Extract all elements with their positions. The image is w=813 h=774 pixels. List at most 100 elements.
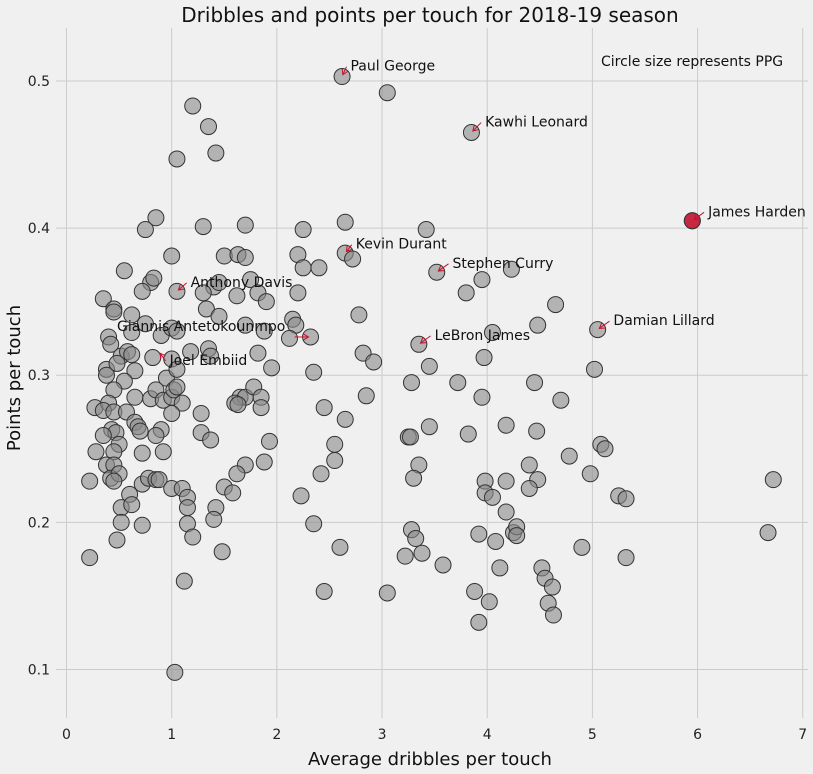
data-point	[123, 496, 141, 514]
x-tick-label: 7	[798, 727, 807, 743]
data-point	[480, 593, 498, 611]
annotation-label: Kevin Durant	[356, 237, 447, 253]
data-point	[131, 422, 149, 440]
data-point	[81, 549, 99, 567]
data-point	[497, 416, 515, 434]
data-point	[213, 543, 231, 561]
data-point	[402, 374, 420, 392]
data-point	[166, 663, 184, 681]
data-point	[292, 487, 310, 505]
data-point	[228, 465, 246, 483]
data-point	[585, 360, 603, 378]
data-point	[184, 528, 202, 546]
data-point	[81, 472, 99, 490]
data-point	[326, 452, 344, 470]
data-point	[310, 259, 328, 277]
data-point	[401, 428, 419, 446]
data-point	[475, 349, 493, 367]
data-point	[163, 247, 181, 265]
annotation-label: Stephen Curry	[453, 256, 554, 272]
data-point	[529, 316, 547, 334]
data-point	[147, 209, 165, 227]
data-point	[207, 144, 225, 162]
data-point	[173, 394, 191, 412]
data-point	[280, 329, 298, 347]
data-point	[294, 259, 312, 277]
data-point	[528, 422, 546, 440]
x-tick-label: 4	[483, 727, 492, 743]
data-point	[126, 362, 144, 380]
data-point	[326, 435, 344, 453]
data-point	[396, 547, 414, 565]
data-point	[112, 513, 130, 531]
data-point	[497, 472, 515, 490]
data-point	[168, 360, 186, 378]
data-point	[144, 349, 162, 367]
annotation-arrowhead	[598, 322, 606, 330]
data-point	[581, 465, 599, 483]
annotation-arrowhead	[303, 333, 310, 341]
annotation-label: Joel Embiid	[169, 353, 248, 369]
data-point	[229, 396, 247, 414]
data-point	[428, 263, 446, 281]
data-point	[466, 582, 484, 600]
data-point	[315, 399, 333, 417]
data-point	[123, 346, 141, 364]
data-point	[434, 556, 452, 574]
data-point	[105, 472, 123, 490]
data-point	[178, 499, 196, 517]
data-point	[102, 335, 120, 353]
data-point	[759, 524, 777, 542]
data-point	[184, 97, 202, 115]
data-point	[365, 353, 383, 371]
data-point	[344, 250, 362, 268]
data-point	[126, 388, 144, 406]
data-point	[123, 324, 141, 342]
data-point	[491, 559, 509, 577]
annotation-label: Kawhi Leonard	[485, 115, 588, 131]
data-point	[115, 262, 133, 280]
data-point	[168, 378, 186, 396]
annotation-arrow	[346, 244, 353, 252]
data-point	[200, 118, 218, 136]
y-tick-label: 0.5	[28, 74, 50, 90]
data-point	[573, 538, 591, 556]
annotation-arrow	[159, 353, 166, 362]
data-point	[192, 404, 210, 422]
data-point	[261, 432, 279, 450]
annotation-arrow	[178, 282, 187, 291]
data-point	[105, 303, 123, 321]
annotations: Paul George Kawhi Leonard James Harden Kevi…	[117, 59, 806, 369]
data-point	[94, 290, 112, 308]
data-point	[123, 306, 141, 324]
y-tick-label: 0.2	[28, 515, 50, 531]
y-tick-label: 0.3	[28, 368, 50, 384]
data-point	[508, 527, 526, 545]
annotation-arrowhead	[472, 125, 479, 132]
data-point	[420, 418, 438, 436]
data-point	[224, 484, 242, 502]
data-point	[94, 427, 112, 445]
annotation-arrowhead	[419, 337, 427, 344]
data-point	[163, 404, 181, 422]
data-point	[350, 306, 368, 324]
data-point	[194, 284, 212, 302]
data-point	[97, 366, 115, 384]
data-point	[617, 549, 635, 567]
annotation-arrowhead	[341, 68, 348, 76]
data-point	[457, 284, 475, 302]
data-point	[175, 572, 193, 590]
data-point	[473, 388, 491, 406]
data-point	[596, 440, 614, 458]
data-point	[305, 363, 323, 381]
data-point	[136, 315, 154, 333]
data-point	[483, 488, 501, 506]
data-point	[236, 316, 254, 334]
data-point	[150, 471, 168, 489]
chart-title: Dribbles and points per touch for 2018-1…	[181, 3, 678, 27]
data-point	[410, 335, 428, 353]
data-point	[470, 613, 488, 631]
data-point	[459, 425, 477, 443]
annotation-label: Anthony Davis	[191, 275, 293, 291]
annotation-arrow	[420, 335, 431, 344]
